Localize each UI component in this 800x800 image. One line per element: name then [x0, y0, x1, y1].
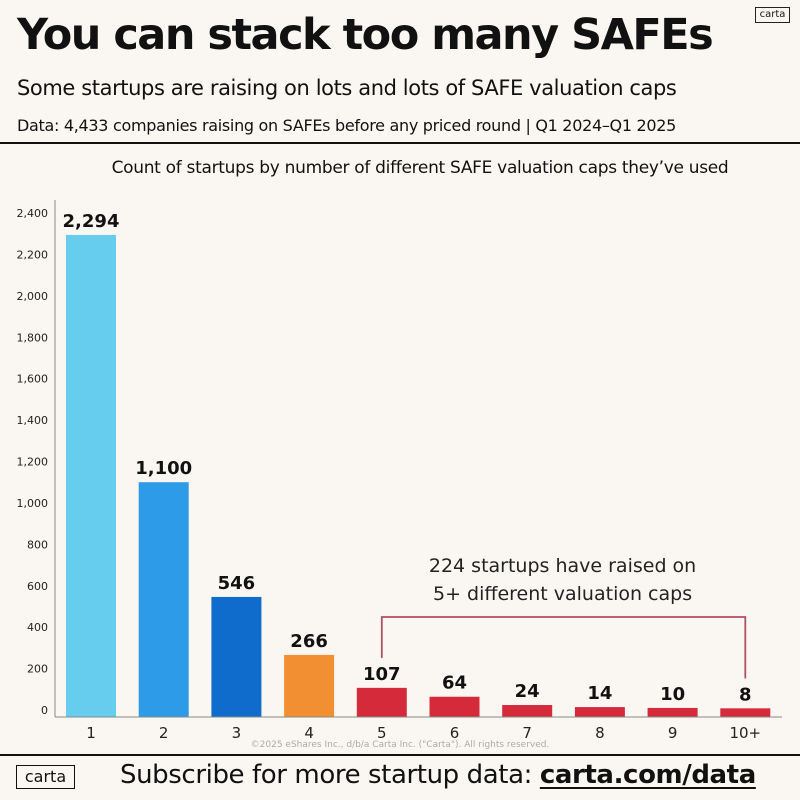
- y-tick-label: 800: [27, 538, 48, 551]
- x-tick-label: 4: [304, 724, 314, 742]
- x-tick-label: 2: [159, 724, 169, 742]
- bar-value-label: 107: [363, 664, 401, 685]
- bar: [211, 596, 262, 717]
- bar: [574, 707, 625, 717]
- bar: [647, 707, 698, 717]
- y-tick-label: 1,400: [17, 414, 49, 427]
- y-tick-label: 1,800: [17, 331, 49, 344]
- y-tick-label: 2,400: [17, 207, 49, 220]
- bar-value-label: 2,294: [63, 211, 120, 232]
- x-tick-label: 10+: [729, 724, 761, 742]
- x-tick-label: 9: [668, 724, 678, 742]
- bar-value-label: 1,100: [135, 458, 192, 479]
- bar-value-label: 10: [660, 684, 685, 705]
- y-tick-label: 400: [27, 621, 48, 634]
- carta-logo-footer: carta: [16, 765, 75, 789]
- bar: [284, 654, 335, 717]
- x-tick-label: 5: [377, 724, 387, 742]
- bar-value-label: 8: [739, 684, 752, 705]
- bar: [356, 687, 407, 717]
- bar-value-label: 546: [218, 573, 256, 594]
- header-divider: [0, 142, 800, 144]
- bar: [429, 696, 480, 717]
- bar-value-label: 266: [290, 631, 328, 652]
- y-tick-label: 600: [27, 580, 48, 593]
- bar-value-label: 14: [587, 683, 612, 704]
- cta-text: Subscribe for more startup data:: [120, 760, 540, 790]
- bar-value-label: 24: [515, 681, 540, 702]
- annotation-text: 5+ different valuation caps: [433, 583, 692, 605]
- page-title: You can stack too many SAFEs: [17, 10, 714, 60]
- annotation-text: 224 startups have raised on: [429, 555, 696, 577]
- y-tick-label: 2,000: [17, 290, 49, 303]
- x-tick-label: 3: [232, 724, 242, 742]
- y-tick-label: 200: [27, 663, 48, 676]
- x-tick-label: 1: [86, 724, 96, 742]
- y-tick-label: 2,200: [17, 248, 49, 261]
- page-subtitle: Some startups are raising on lots and lo…: [17, 76, 677, 100]
- y-tick-label: 1,200: [17, 456, 49, 469]
- y-tick-label: 1,600: [17, 373, 49, 386]
- cta-link[interactable]: carta.com/data: [539, 760, 756, 790]
- chart-title: Count of startups by number of different…: [111, 158, 729, 178]
- bar-value-label: 64: [442, 673, 467, 694]
- data-note: Data: 4,433 companies raising on SAFEs b…: [17, 116, 677, 135]
- carta-logo: carta: [755, 7, 790, 23]
- bar: [138, 482, 189, 717]
- x-tick-label: 6: [450, 724, 460, 742]
- bar: [720, 708, 771, 717]
- x-tick-label: 7: [522, 724, 532, 742]
- copyright-note: ©2025 eShares Inc., d/b/a Carta Inc. ("C…: [250, 740, 550, 750]
- footer-divider: [0, 754, 800, 756]
- y-tick-label: 0: [41, 704, 48, 717]
- annotation-bracket: [380, 616, 747, 679]
- subscribe-cta: Subscribe for more startup data: carta.c…: [120, 760, 756, 790]
- bar: [502, 705, 553, 717]
- y-tick-label: 1,000: [17, 497, 49, 510]
- x-tick-label: 8: [595, 724, 605, 742]
- bar: [66, 234, 116, 717]
